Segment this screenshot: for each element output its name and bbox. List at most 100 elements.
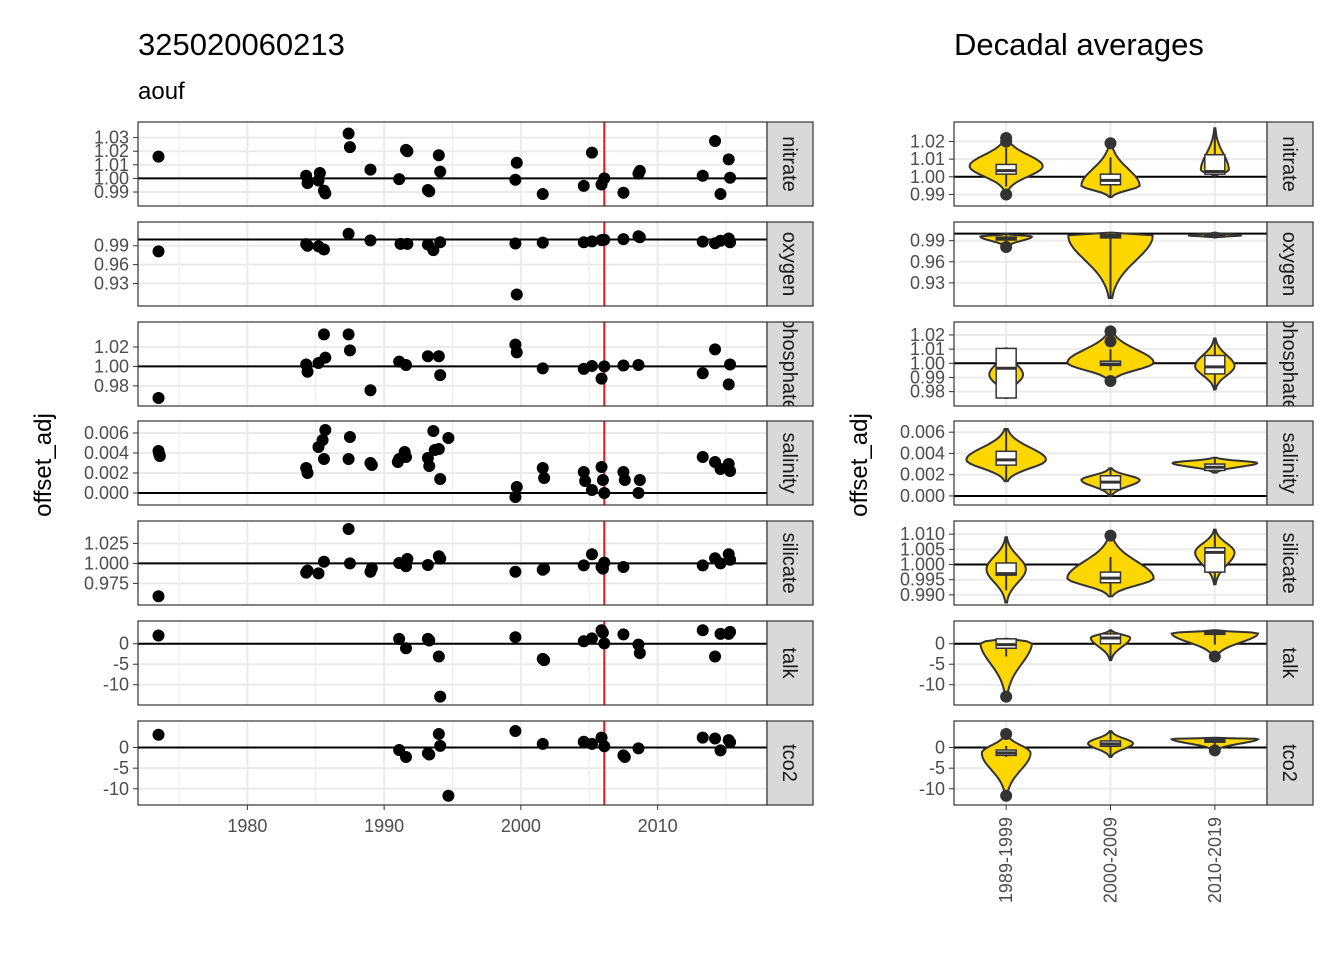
panel-plot-area xyxy=(138,322,767,406)
data-point xyxy=(598,740,611,753)
data-point xyxy=(585,359,598,372)
data-point xyxy=(343,141,356,154)
facet-strip-label: tco2 xyxy=(1278,744,1300,782)
data-point xyxy=(432,149,445,162)
strip-label-group: tco2 xyxy=(1278,744,1300,782)
facet-strip-label: salinity xyxy=(1278,432,1300,493)
data-point xyxy=(434,690,447,703)
strip-label-group: salinity xyxy=(778,432,800,493)
data-point xyxy=(364,384,377,397)
y-tick-label: -5 xyxy=(929,758,945,778)
data-point xyxy=(585,632,598,645)
data-point xyxy=(365,562,378,575)
data-point xyxy=(595,461,608,473)
data-point xyxy=(319,351,332,364)
panel-plot-area xyxy=(954,428,1267,497)
data-point xyxy=(401,553,414,565)
data-point xyxy=(365,459,378,471)
data-point xyxy=(585,235,598,248)
data-point xyxy=(400,751,413,764)
outlier-point xyxy=(1000,690,1013,703)
y-tick-label: 1.02 xyxy=(94,337,129,357)
y-tick-label: 0.002 xyxy=(84,463,129,483)
data-point xyxy=(432,650,445,663)
data-point xyxy=(316,434,329,446)
data-point xyxy=(509,237,522,250)
data-point xyxy=(509,491,522,503)
panel-plot-area xyxy=(954,727,1267,802)
data-point xyxy=(442,432,455,444)
outlier-point xyxy=(1208,744,1221,757)
violin-panel-talk: -10-50 talk xyxy=(919,620,1314,706)
y-tick-label: 1.02 xyxy=(910,325,945,345)
right-y-axis-title: offset_adj xyxy=(846,413,873,517)
facet-strip-label: silicate xyxy=(778,532,800,593)
violin-panel-oxygen: 0.930.960.99 oxygen xyxy=(910,221,1314,307)
data-point xyxy=(696,559,709,572)
data-point xyxy=(596,626,609,639)
y-tick-label: -10 xyxy=(103,675,129,695)
y-tick-label: 1.00 xyxy=(910,167,945,187)
panel-plot-area xyxy=(138,421,767,505)
data-point xyxy=(342,453,355,465)
data-point xyxy=(598,487,611,499)
data-point xyxy=(538,654,551,667)
data-point xyxy=(536,737,549,750)
data-point xyxy=(401,145,414,158)
strip-label-group: oxygen xyxy=(778,232,800,297)
scatter-panel-nitrate: 0.991.001.011.021.03 nitrate xyxy=(94,121,814,207)
data-point xyxy=(509,173,522,186)
y-tick-label: 1.01 xyxy=(910,149,945,169)
data-point xyxy=(432,350,445,363)
strip-label-group: nitrate xyxy=(778,136,800,192)
data-point xyxy=(633,231,646,244)
x-tick-label: 2000 xyxy=(501,816,541,836)
data-point xyxy=(312,567,325,580)
data-point xyxy=(343,557,356,570)
data-point xyxy=(364,234,377,247)
y-tick-label: 0.975 xyxy=(84,573,129,593)
violin-panel-tco2: -10-50 tco2 xyxy=(919,720,1314,806)
data-point xyxy=(724,236,737,249)
data-point xyxy=(434,739,447,752)
y-tick-label: -10 xyxy=(103,779,129,799)
data-point xyxy=(598,172,611,185)
facet-strip xyxy=(766,620,814,706)
strip-label-group: talk xyxy=(778,647,800,679)
data-point xyxy=(724,171,737,184)
panel-plot-area xyxy=(138,721,767,805)
y-tick-label: -5 xyxy=(113,758,129,778)
x-category-label: 2000-2009 xyxy=(1101,817,1121,903)
scatter-panel-phosphate: 0.981.001.02 phosphate xyxy=(94,317,814,410)
data-point xyxy=(632,487,645,499)
y-tick-label: 0.99 xyxy=(910,367,945,387)
data-point xyxy=(618,474,631,486)
data-point xyxy=(301,177,314,190)
left-plot-title: 325020060213 xyxy=(138,27,345,62)
facet-strip-label: phosphate xyxy=(778,317,800,410)
y-tick-label: 1.01 xyxy=(910,339,945,359)
facet-strip xyxy=(1266,420,1314,506)
facet-strip-label: oxygen xyxy=(1278,232,1300,297)
panel-plot-area xyxy=(954,629,1267,703)
outlier-point xyxy=(1104,137,1117,150)
violin-panel-phosphate: 0.980.991.001.011.02 phosphate xyxy=(910,321,1314,407)
data-point xyxy=(510,346,523,359)
data-point xyxy=(724,465,737,477)
data-point xyxy=(696,169,709,182)
outlier-point xyxy=(1000,188,1013,201)
panel-plot-area xyxy=(954,127,1267,201)
data-point xyxy=(585,146,598,159)
data-point xyxy=(536,462,549,474)
data-point xyxy=(423,748,436,761)
y-tick-label: 0.004 xyxy=(900,443,945,463)
data-point xyxy=(617,233,630,246)
data-point xyxy=(724,736,737,749)
facet-strip-label: talk xyxy=(778,647,800,679)
data-point xyxy=(632,358,645,371)
y-tick-label: 0.99 xyxy=(910,184,945,204)
data-point xyxy=(577,466,590,478)
